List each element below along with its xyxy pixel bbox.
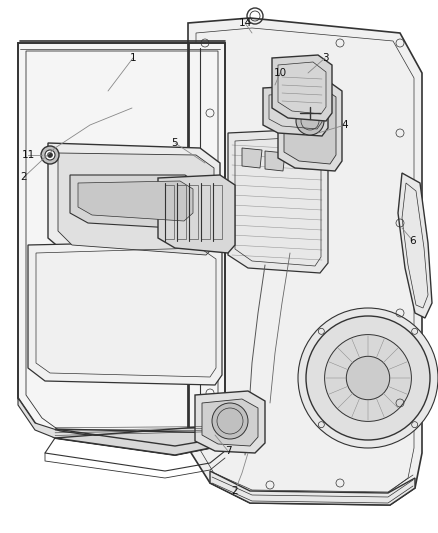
Circle shape	[45, 150, 55, 160]
Polygon shape	[263, 85, 328, 136]
Polygon shape	[58, 153, 214, 255]
Polygon shape	[48, 143, 220, 265]
Text: 6: 6	[410, 236, 416, 246]
Text: 5: 5	[172, 138, 178, 148]
Polygon shape	[195, 391, 265, 453]
Text: 2: 2	[232, 486, 238, 496]
Polygon shape	[228, 129, 328, 273]
Polygon shape	[18, 398, 225, 455]
Polygon shape	[272, 55, 332, 121]
Polygon shape	[55, 425, 225, 455]
Polygon shape	[18, 43, 225, 455]
Polygon shape	[210, 471, 415, 505]
Circle shape	[47, 152, 53, 157]
Text: 11: 11	[21, 150, 35, 160]
Polygon shape	[158, 175, 235, 253]
Text: 3: 3	[321, 53, 328, 63]
Text: 10: 10	[273, 68, 286, 78]
Polygon shape	[398, 173, 432, 318]
Circle shape	[306, 316, 430, 440]
Polygon shape	[284, 88, 336, 164]
Polygon shape	[242, 148, 262, 168]
Text: 2: 2	[21, 172, 27, 182]
Circle shape	[325, 335, 411, 422]
Text: 4: 4	[342, 120, 348, 130]
Polygon shape	[278, 81, 342, 171]
Polygon shape	[265, 151, 285, 171]
Polygon shape	[78, 181, 193, 221]
Polygon shape	[70, 175, 200, 229]
Circle shape	[298, 308, 438, 448]
Text: 7: 7	[225, 446, 231, 456]
Circle shape	[41, 146, 59, 164]
Circle shape	[212, 403, 248, 439]
Circle shape	[296, 107, 324, 135]
Text: 14: 14	[238, 18, 251, 28]
Polygon shape	[28, 241, 222, 385]
Polygon shape	[188, 18, 422, 505]
Polygon shape	[202, 399, 258, 446]
Circle shape	[346, 356, 390, 400]
Text: 1: 1	[130, 53, 136, 63]
